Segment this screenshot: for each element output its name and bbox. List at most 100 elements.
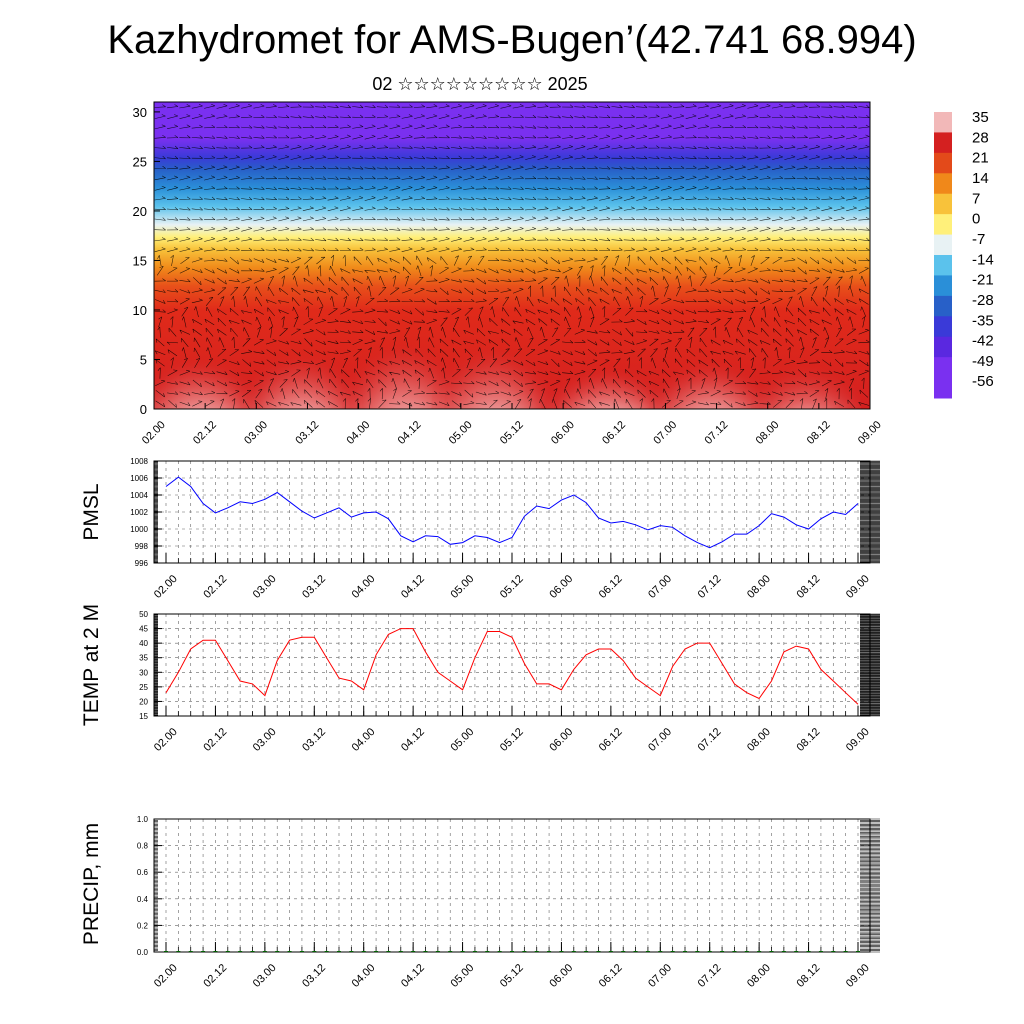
- precip-bar: [448, 951, 453, 952]
- heat-blob: [751, 331, 862, 409]
- heatmap-y-tick-label: 5: [140, 352, 147, 367]
- x-tick-label: 05.00: [448, 573, 476, 601]
- wind-arrows: [154, 103, 870, 409]
- colorbar-segment: [934, 255, 952, 276]
- y-tick-label: 35: [139, 654, 148, 663]
- precip-bar: [460, 951, 465, 952]
- x-tick-label: 08.12: [794, 573, 822, 601]
- precip-bar: [633, 951, 638, 952]
- precip-bar: [312, 951, 317, 952]
- precip-bar: [757, 951, 762, 952]
- precip-bar: [213, 951, 218, 952]
- x-tick-label: 03.00: [251, 962, 279, 990]
- precip-bar: [831, 951, 836, 952]
- y-tick-label: 0.4: [137, 895, 149, 904]
- colorbar-segment: [934, 336, 952, 358]
- y-tick-label: 25: [139, 683, 148, 692]
- heatmap-y-tick-label: 30: [133, 105, 147, 120]
- y-tick-label: 30: [139, 668, 148, 677]
- precip-bar: [472, 951, 477, 952]
- precip-bar: [695, 951, 700, 952]
- precip-bar: [349, 951, 354, 952]
- colorbar-segment: [934, 316, 952, 338]
- colorbar-label: 28: [972, 129, 989, 146]
- x-tick-label: 07.00: [646, 726, 674, 754]
- pmsl-panel: 996 998 1000 1002 1004 1006 1008 02.00 02.12 03.0…: [80, 457, 880, 601]
- colorbar-segment: [934, 234, 952, 256]
- series-line: [165, 628, 859, 705]
- precip-bar: [262, 951, 267, 952]
- y-tick-label: 50: [139, 610, 148, 619]
- x-tick-label: 07.12: [696, 726, 724, 754]
- precip-bar: [164, 951, 168, 952]
- precip-bar: [522, 951, 527, 952]
- x-tick-label: 03.12: [300, 962, 328, 990]
- y-tick-label: 1006: [130, 474, 148, 483]
- precip-bar: [411, 951, 416, 952]
- colorbar-label: 35: [972, 109, 989, 126]
- colorbar-segment: [934, 275, 952, 297]
- heatmap-panel: 0 5 10 15 20 25 30 02.00 02.12 03.00 03.12 04.00 04…: [133, 101, 884, 447]
- precip-bar: [374, 951, 379, 952]
- x-tick-label: 02.00: [152, 573, 180, 601]
- precip-bar: [732, 951, 737, 952]
- surface-heat-blobs: [154, 295, 862, 409]
- x-tick-label: 08.00: [745, 962, 773, 990]
- precip-panel: 0.0 0.2 0.4 0.6 0.8 1.0 02.00 02.12 03.00 03.12 04…: [80, 815, 880, 990]
- y-tick-label: 0.2: [137, 921, 149, 930]
- precip-bar: [324, 951, 329, 952]
- precip-bar: [769, 951, 774, 952]
- precip-bar: [188, 951, 193, 952]
- colorbar-label: 21: [972, 150, 989, 167]
- precip-bar: [608, 951, 613, 952]
- colorbar-label: -56: [972, 373, 994, 390]
- x-tick-label: 07.00: [646, 573, 674, 601]
- precip-bar: [435, 951, 440, 952]
- heatmap-x-tick-label: 05.12: [498, 419, 526, 447]
- x-tick-label: 09.00: [844, 573, 872, 601]
- precip-bar: [596, 951, 601, 952]
- heatmap-x-tick-label: 08.12: [805, 419, 833, 447]
- x-tick-label: 05.12: [498, 726, 526, 754]
- series-line: [165, 476, 859, 549]
- colorbar-segment: [934, 357, 952, 379]
- x-tick-label: 07.12: [696, 962, 724, 990]
- x-tick-label: 02.00: [152, 962, 180, 990]
- x-tick-label: 04.12: [399, 573, 427, 601]
- colorbar-segment: [934, 295, 952, 317]
- precip-bar: [176, 951, 181, 952]
- y-axis-label: PRECIP, mm: [80, 823, 103, 945]
- colorbar-segment: [934, 173, 952, 195]
- precip-bar: [250, 951, 255, 952]
- precip-bar: [856, 951, 860, 952]
- heatmap-x-tick-label: 04.12: [396, 419, 424, 447]
- x-tick-label: 02.12: [201, 962, 229, 990]
- x-tick-label: 07.12: [696, 573, 724, 601]
- colorbar-label: -21: [972, 272, 994, 289]
- precip-bar: [806, 951, 811, 952]
- x-tick-label: 08.00: [745, 573, 773, 601]
- x-tick-label: 05.00: [448, 962, 476, 990]
- heatmap-x-tick-label: 02.00: [140, 419, 168, 447]
- panel-grid: [154, 460, 870, 564]
- precip-bar: [547, 951, 552, 952]
- x-tick-label: 05.12: [498, 573, 526, 601]
- heatmap-x-tick-label: 08.00: [754, 419, 782, 447]
- x-tick-label: 03.00: [251, 726, 279, 754]
- heat-blob: [444, 301, 555, 409]
- colorbar-label: -7: [972, 231, 985, 248]
- chart-subtitle: 02 ☆☆☆☆☆☆☆☆☆ 2025: [372, 74, 588, 94]
- temp-panel: 15 20 25 30 35 40 45 50 02.00 02.12 03.00 03.12 04.0…: [80, 604, 880, 754]
- colorbar-label: 0: [972, 211, 980, 228]
- colorbar-label: -35: [972, 312, 994, 329]
- x-tick-label: 05.00: [448, 726, 476, 754]
- y-tick-label: 1008: [130, 457, 148, 466]
- y-tick-label: 0.0: [137, 948, 149, 957]
- y-tick-label: 45: [139, 625, 148, 634]
- x-tick-label: 03.12: [300, 726, 328, 754]
- precip-bar: [510, 951, 514, 952]
- x-tick-label: 06.00: [547, 962, 575, 990]
- heatmap-y-tick-label: 20: [133, 204, 147, 219]
- x-tick-label: 06.12: [597, 573, 625, 601]
- heatmap-x-tick-label: 06.12: [600, 419, 628, 447]
